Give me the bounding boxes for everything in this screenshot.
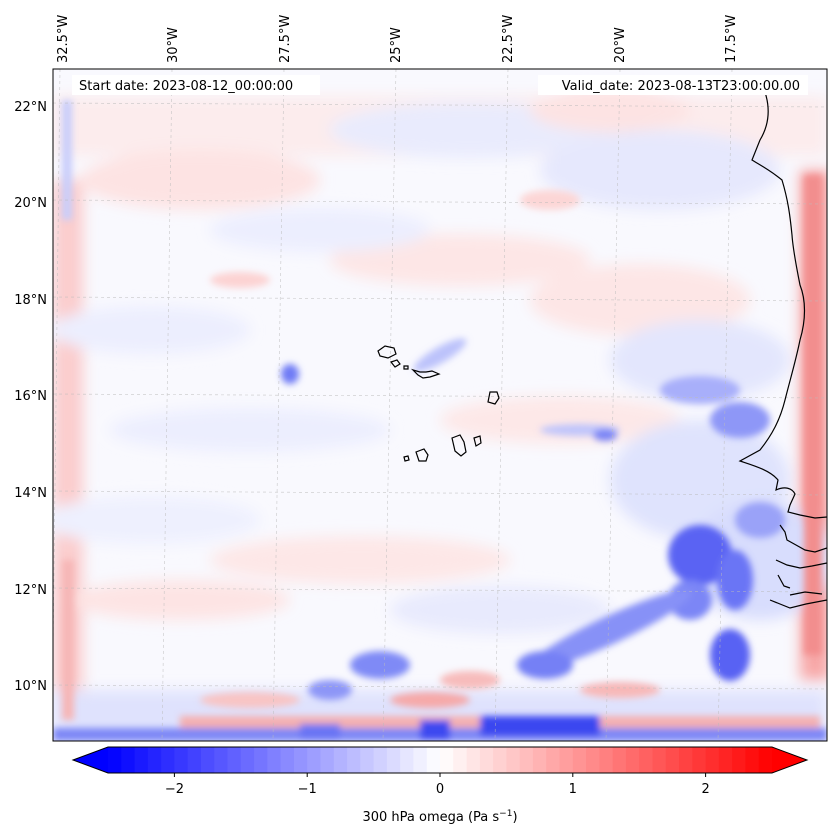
lat-label: 18°N: [14, 293, 47, 308]
start-date-box: [72, 75, 320, 95]
colorbar-swatch: [758, 747, 773, 773]
colorbar-swatches: [73, 747, 807, 773]
lon-label: 32.5°W: [56, 15, 71, 63]
colorbar-swatch: [426, 747, 441, 773]
colorbar-swatch: [506, 747, 521, 773]
lat-label: 14°N: [14, 486, 47, 501]
start-date-label: Start date: 2023-08-12_00:00:00: [79, 79, 293, 94]
colorbar-swatch: [413, 747, 428, 773]
lon-label: 27.5°W: [278, 15, 293, 63]
colorbar-swatch: [386, 747, 401, 773]
colorbar-swatch: [307, 747, 322, 773]
colorbar-swatch: [718, 747, 733, 773]
valid-date-box: [538, 75, 808, 95]
colorbar-swatch: [732, 747, 747, 773]
colorbar-swatch: [280, 747, 295, 773]
lat-label: 16°N: [14, 389, 47, 404]
colorbar-swatch: [652, 747, 667, 773]
island-sao-vicente: [389, 359, 401, 368]
colorbar-tick-label: 2: [701, 782, 709, 797]
lon-label: 25°W: [389, 27, 404, 63]
lat-label: 20°N: [14, 196, 47, 211]
island-fogo: [403, 455, 410, 462]
colorbar-swatch: [214, 747, 229, 773]
colorbar-swatch: [572, 747, 587, 773]
colorbar-swatch: [665, 747, 680, 773]
colorbar-swatch: [745, 747, 760, 773]
colorbar-swatch: [705, 747, 720, 773]
colorbar-swatch: [254, 747, 268, 773]
colorbar-swatch: [559, 747, 574, 773]
colorbar-swatch: [453, 747, 468, 773]
longitude-labels: 32.5°W 30°W 27.5°W 25°W 22.5°W 20°W 17.5…: [56, 15, 739, 63]
colorbar-swatch: [493, 747, 507, 773]
colorbar-swatch: [586, 747, 600, 773]
omega-field: [53, 88, 827, 741]
lat-label: 12°N: [14, 583, 47, 598]
gridlines: [53, 69, 827, 741]
valid-date-label: Valid_date: 2023-08-13T23:00:00.00: [562, 79, 800, 94]
colorbar-swatch: [134, 747, 149, 773]
colorbar-swatch: [347, 747, 361, 773]
island-santa-luzia: [403, 365, 409, 370]
colorbar-swatch: [599, 747, 614, 773]
colorbar-swatch: [692, 747, 707, 773]
colorbar-swatch: [440, 747, 454, 773]
colorbar-swatch: [400, 747, 415, 773]
colorbar-extend-min: [73, 747, 108, 773]
cape-verde-islands: [377, 345, 500, 462]
colorbar: −2 −1 0 1 2 300 hPa omega (Pa s−1): [71, 746, 809, 825]
colorbar-swatch: [466, 747, 481, 773]
island-sao-nicolau: [410, 368, 441, 379]
colorbar-swatch: [679, 747, 693, 773]
colorbar-swatch: [479, 747, 494, 773]
colorbar-swatch: [200, 747, 215, 773]
colorbar-swatch: [373, 747, 388, 773]
colorbar-ticks: −2 −1 0 1 2: [165, 773, 710, 797]
lon-label: 20°W: [613, 27, 628, 63]
colorbar-tick-label: 1: [569, 782, 577, 797]
lat-label: 22°N: [14, 100, 47, 115]
colorbar-swatch: [532, 747, 547, 773]
island-boa-vista: [473, 435, 482, 447]
colorbar-tick-label: −2: [165, 782, 184, 797]
colorbar-swatch: [240, 747, 255, 773]
colorbar-swatch: [267, 747, 282, 773]
colorbar-label: 300 hPa omega (Pa s−1): [362, 809, 517, 825]
colorbar-swatch: [320, 747, 335, 773]
colorbar-swatch: [227, 747, 242, 773]
colorbar-swatch: [360, 747, 375, 773]
colorbar-swatch: [121, 747, 136, 773]
colorbar-tick-label: 0: [436, 782, 444, 797]
lon-label: 30°W: [166, 27, 181, 63]
island-santiago: [415, 448, 429, 462]
colorbar-swatch: [625, 747, 640, 773]
coastline-africa: [738, 79, 827, 609]
map-panel: Start date: 2023-08-12_00:00:00 Valid_da…: [53, 69, 827, 741]
lat-label: 10°N: [14, 679, 47, 694]
colorbar-swatch: [161, 747, 175, 773]
colorbar-swatch: [612, 747, 627, 773]
island-sal: [487, 391, 500, 405]
colorbar-swatch: [546, 747, 561, 773]
colorbar-outline: [71, 746, 809, 774]
colorbar-swatch: [174, 747, 189, 773]
colorbar-swatch: [293, 747, 308, 773]
island-maio: [451, 434, 467, 457]
colorbar-swatch: [639, 747, 654, 773]
colorbar-swatch: [333, 747, 348, 773]
colorbar-extend-max: [772, 747, 807, 773]
map-frame: [52, 68, 828, 742]
lon-label: 17.5°W: [724, 15, 739, 63]
colorbar-swatch: [519, 747, 534, 773]
colorbar-swatch: [147, 747, 162, 773]
island-santo-antao: [377, 345, 397, 359]
colorbar-swatch: [187, 747, 202, 773]
latitude-labels: 22°N 20°N 18°N 16°N 14°N 12°N 10°N: [14, 100, 47, 694]
colorbar-tick-label: −1: [298, 782, 317, 797]
lon-label: 22.5°W: [501, 15, 516, 63]
colorbar-swatch: [108, 747, 122, 773]
